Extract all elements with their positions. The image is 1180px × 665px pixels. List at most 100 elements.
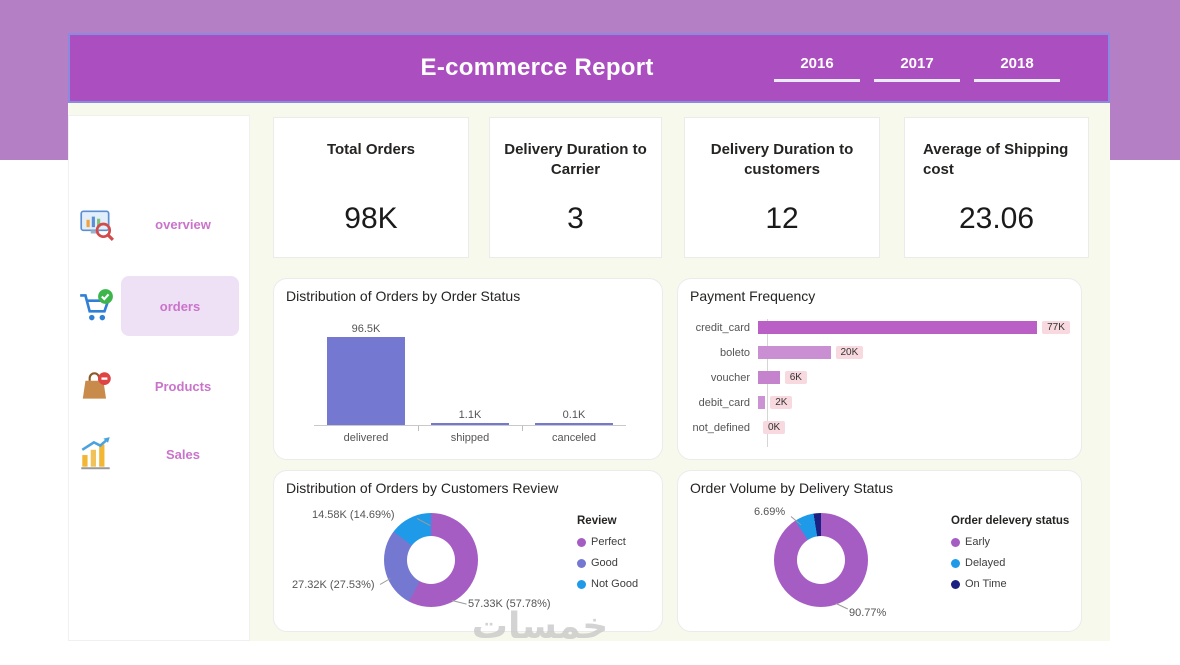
sidebar-nav: overview orders bbox=[68, 115, 250, 641]
category-axis: delivered shipped canceled bbox=[314, 432, 626, 444]
bar-value-label: 96.5K bbox=[351, 323, 381, 336]
bar-value-label: 1.1K bbox=[458, 409, 482, 421]
year-filter-tabs: 2016 2017 2018 bbox=[774, 55, 1060, 82]
order-status-bar-chart: Distribution of Orders by Order Status 9… bbox=[273, 278, 663, 460]
legend-label: Good bbox=[591, 557, 618, 569]
payment-bar-debit-card[interactable] bbox=[758, 396, 766, 409]
kpi-delivery-duration-carrier: Delivery Duration to Carrier 3 bbox=[489, 117, 662, 258]
axis-tick bbox=[418, 426, 419, 431]
sidebar-item-label: Sales bbox=[166, 446, 200, 462]
kpi-total-orders: Total Orders 98K bbox=[273, 117, 469, 258]
sidebar-item-overview[interactable]: overview bbox=[69, 202, 251, 246]
overview-monitor-icon bbox=[77, 205, 115, 243]
bar-shipped[interactable] bbox=[431, 423, 509, 425]
payment-row: debit_card 2K bbox=[688, 396, 1073, 409]
orders-cart-icon bbox=[77, 287, 115, 325]
axis-tick bbox=[522, 426, 523, 431]
legend-dot bbox=[951, 537, 960, 547]
legend-dot bbox=[577, 537, 586, 547]
payment-row: boleto 20K bbox=[688, 346, 1073, 359]
category-label: delivered bbox=[343, 432, 389, 444]
bar-plot-area: 96.5K 1.1K 0.1K bbox=[314, 315, 626, 426]
delivery-legend: Order delevery status Early Delayed On T… bbox=[951, 515, 1069, 590]
legend-label: On Time bbox=[965, 578, 1007, 590]
slice-callout-good: 27.32K (27.53%) bbox=[292, 579, 375, 591]
sidebar-item-sales[interactable]: Sales bbox=[69, 432, 251, 476]
legend-dot bbox=[577, 558, 586, 568]
delivery-donut-ring[interactable] bbox=[774, 513, 868, 607]
year-tab-2018[interactable]: 2018 bbox=[974, 55, 1060, 82]
legend-item-good[interactable]: Good bbox=[577, 557, 638, 569]
payment-category-label: credit_card bbox=[695, 321, 750, 334]
kpi-value: 12 bbox=[765, 202, 799, 235]
slice-callout-not-good: 14.58K (14.69%) bbox=[312, 509, 395, 521]
legend-title: Order delevery status bbox=[951, 515, 1070, 527]
legend-label: Early bbox=[965, 536, 991, 548]
payment-bar-credit-card[interactable] bbox=[758, 321, 1038, 334]
sidebar-item-orders[interactable]: orders bbox=[69, 274, 251, 338]
bar-delivered[interactable] bbox=[327, 337, 405, 425]
kpi-value: 23.06 bbox=[958, 202, 1035, 235]
payment-bar-boleto[interactable] bbox=[758, 346, 831, 359]
legend-label: Perfect bbox=[591, 536, 626, 548]
payment-rows: credit_card 77K boleto 20K voucher 6K de… bbox=[688, 321, 1073, 434]
payment-value-badge: 77K bbox=[1042, 321, 1070, 334]
legend-dot bbox=[951, 558, 960, 568]
kpi-title: Delivery Duration to customers bbox=[710, 141, 854, 179]
chart-title: Distribution of Orders by Order Status bbox=[286, 288, 521, 304]
kpi-title: Total Orders bbox=[326, 141, 416, 158]
slice-callout-early: 90.77% bbox=[849, 607, 887, 619]
callout-leader-line bbox=[451, 600, 467, 605]
chart-title: Order Volume by Delivery Status bbox=[690, 480, 894, 496]
payment-category-label: boleto bbox=[720, 346, 750, 359]
kpi-title: Average of Shipping cost bbox=[923, 141, 1069, 179]
bar-canceled[interactable] bbox=[535, 423, 613, 425]
legend-item-early[interactable]: Early bbox=[951, 536, 1069, 548]
legend-label: Not Good bbox=[591, 578, 639, 590]
kpi-title: Delivery Duration to Carrier bbox=[504, 141, 647, 179]
customers-review-donut-chart: Distribution of Orders by Customers Revi… bbox=[273, 470, 663, 632]
payment-row: not_defined 0K bbox=[688, 421, 1073, 434]
legend-item-on-time[interactable]: On Time bbox=[951, 578, 1069, 590]
payment-category-label: not_defined bbox=[692, 421, 751, 434]
payment-value-badge: 0K bbox=[763, 421, 786, 434]
year-tab-2017[interactable]: 2017 bbox=[874, 55, 960, 82]
review-donut-ring[interactable] bbox=[384, 513, 478, 607]
legend-item-perfect[interactable]: Perfect bbox=[577, 536, 638, 548]
kpi-value: 98K bbox=[344, 202, 398, 235]
sidebar-active-pill: orders bbox=[121, 276, 239, 336]
kpi-delivery-duration-customers: Delivery Duration to customers 12 bbox=[684, 117, 880, 258]
payment-row: credit_card 77K bbox=[688, 321, 1073, 334]
delivery-status-donut-chart: Order Volume by Delivery Status 6.69% 90… bbox=[677, 470, 1082, 632]
payment-category-label: voucher bbox=[710, 371, 750, 384]
sidebar-item-products[interactable]: Products bbox=[69, 364, 251, 408]
legend-dot bbox=[951, 579, 960, 589]
report-header: E-commerce Report 2016 2017 2018 bbox=[68, 33, 1110, 103]
slice-callout-delayed: 6.69% bbox=[754, 506, 786, 518]
chart-title: Payment Frequency bbox=[690, 288, 816, 304]
sidebar-item-label: overview bbox=[155, 216, 211, 232]
review-legend: Review Perfect Good Not Good bbox=[577, 515, 638, 590]
payment-category-label: debit_card bbox=[698, 396, 750, 409]
sidebar-item-label: orders bbox=[159, 298, 201, 314]
report-title: E-commerce Report bbox=[420, 54, 654, 81]
payment-value-badge: 2K bbox=[770, 396, 793, 409]
kpi-average-shipping-cost: Average of Shipping cost 23.06 bbox=[904, 117, 1089, 258]
products-bag-icon bbox=[77, 367, 115, 405]
payment-bar-voucher[interactable] bbox=[758, 371, 780, 384]
legend-label: Delayed bbox=[965, 557, 1006, 569]
legend-title: Review bbox=[577, 515, 617, 527]
sidebar-item-label: Products bbox=[154, 378, 212, 394]
year-tab-2016[interactable]: 2016 bbox=[774, 55, 860, 82]
payment-value-badge: 20K bbox=[835, 346, 864, 359]
chart-title: Distribution of Orders by Customers Revi… bbox=[286, 480, 559, 496]
payment-frequency-chart: Payment Frequency credit_card 77K boleto… bbox=[677, 278, 1082, 460]
legend-item-delayed[interactable]: Delayed bbox=[951, 557, 1069, 569]
payment-row: voucher 6K bbox=[688, 371, 1073, 384]
legend-item-not-good[interactable]: Not Good bbox=[577, 578, 638, 590]
kpi-value: 3 bbox=[567, 202, 584, 235]
sales-growth-icon bbox=[77, 435, 115, 473]
category-label: canceled bbox=[551, 432, 597, 444]
category-label: shipped bbox=[450, 432, 490, 444]
slice-callout-perfect: 57.33K (57.78%) bbox=[468, 598, 551, 610]
